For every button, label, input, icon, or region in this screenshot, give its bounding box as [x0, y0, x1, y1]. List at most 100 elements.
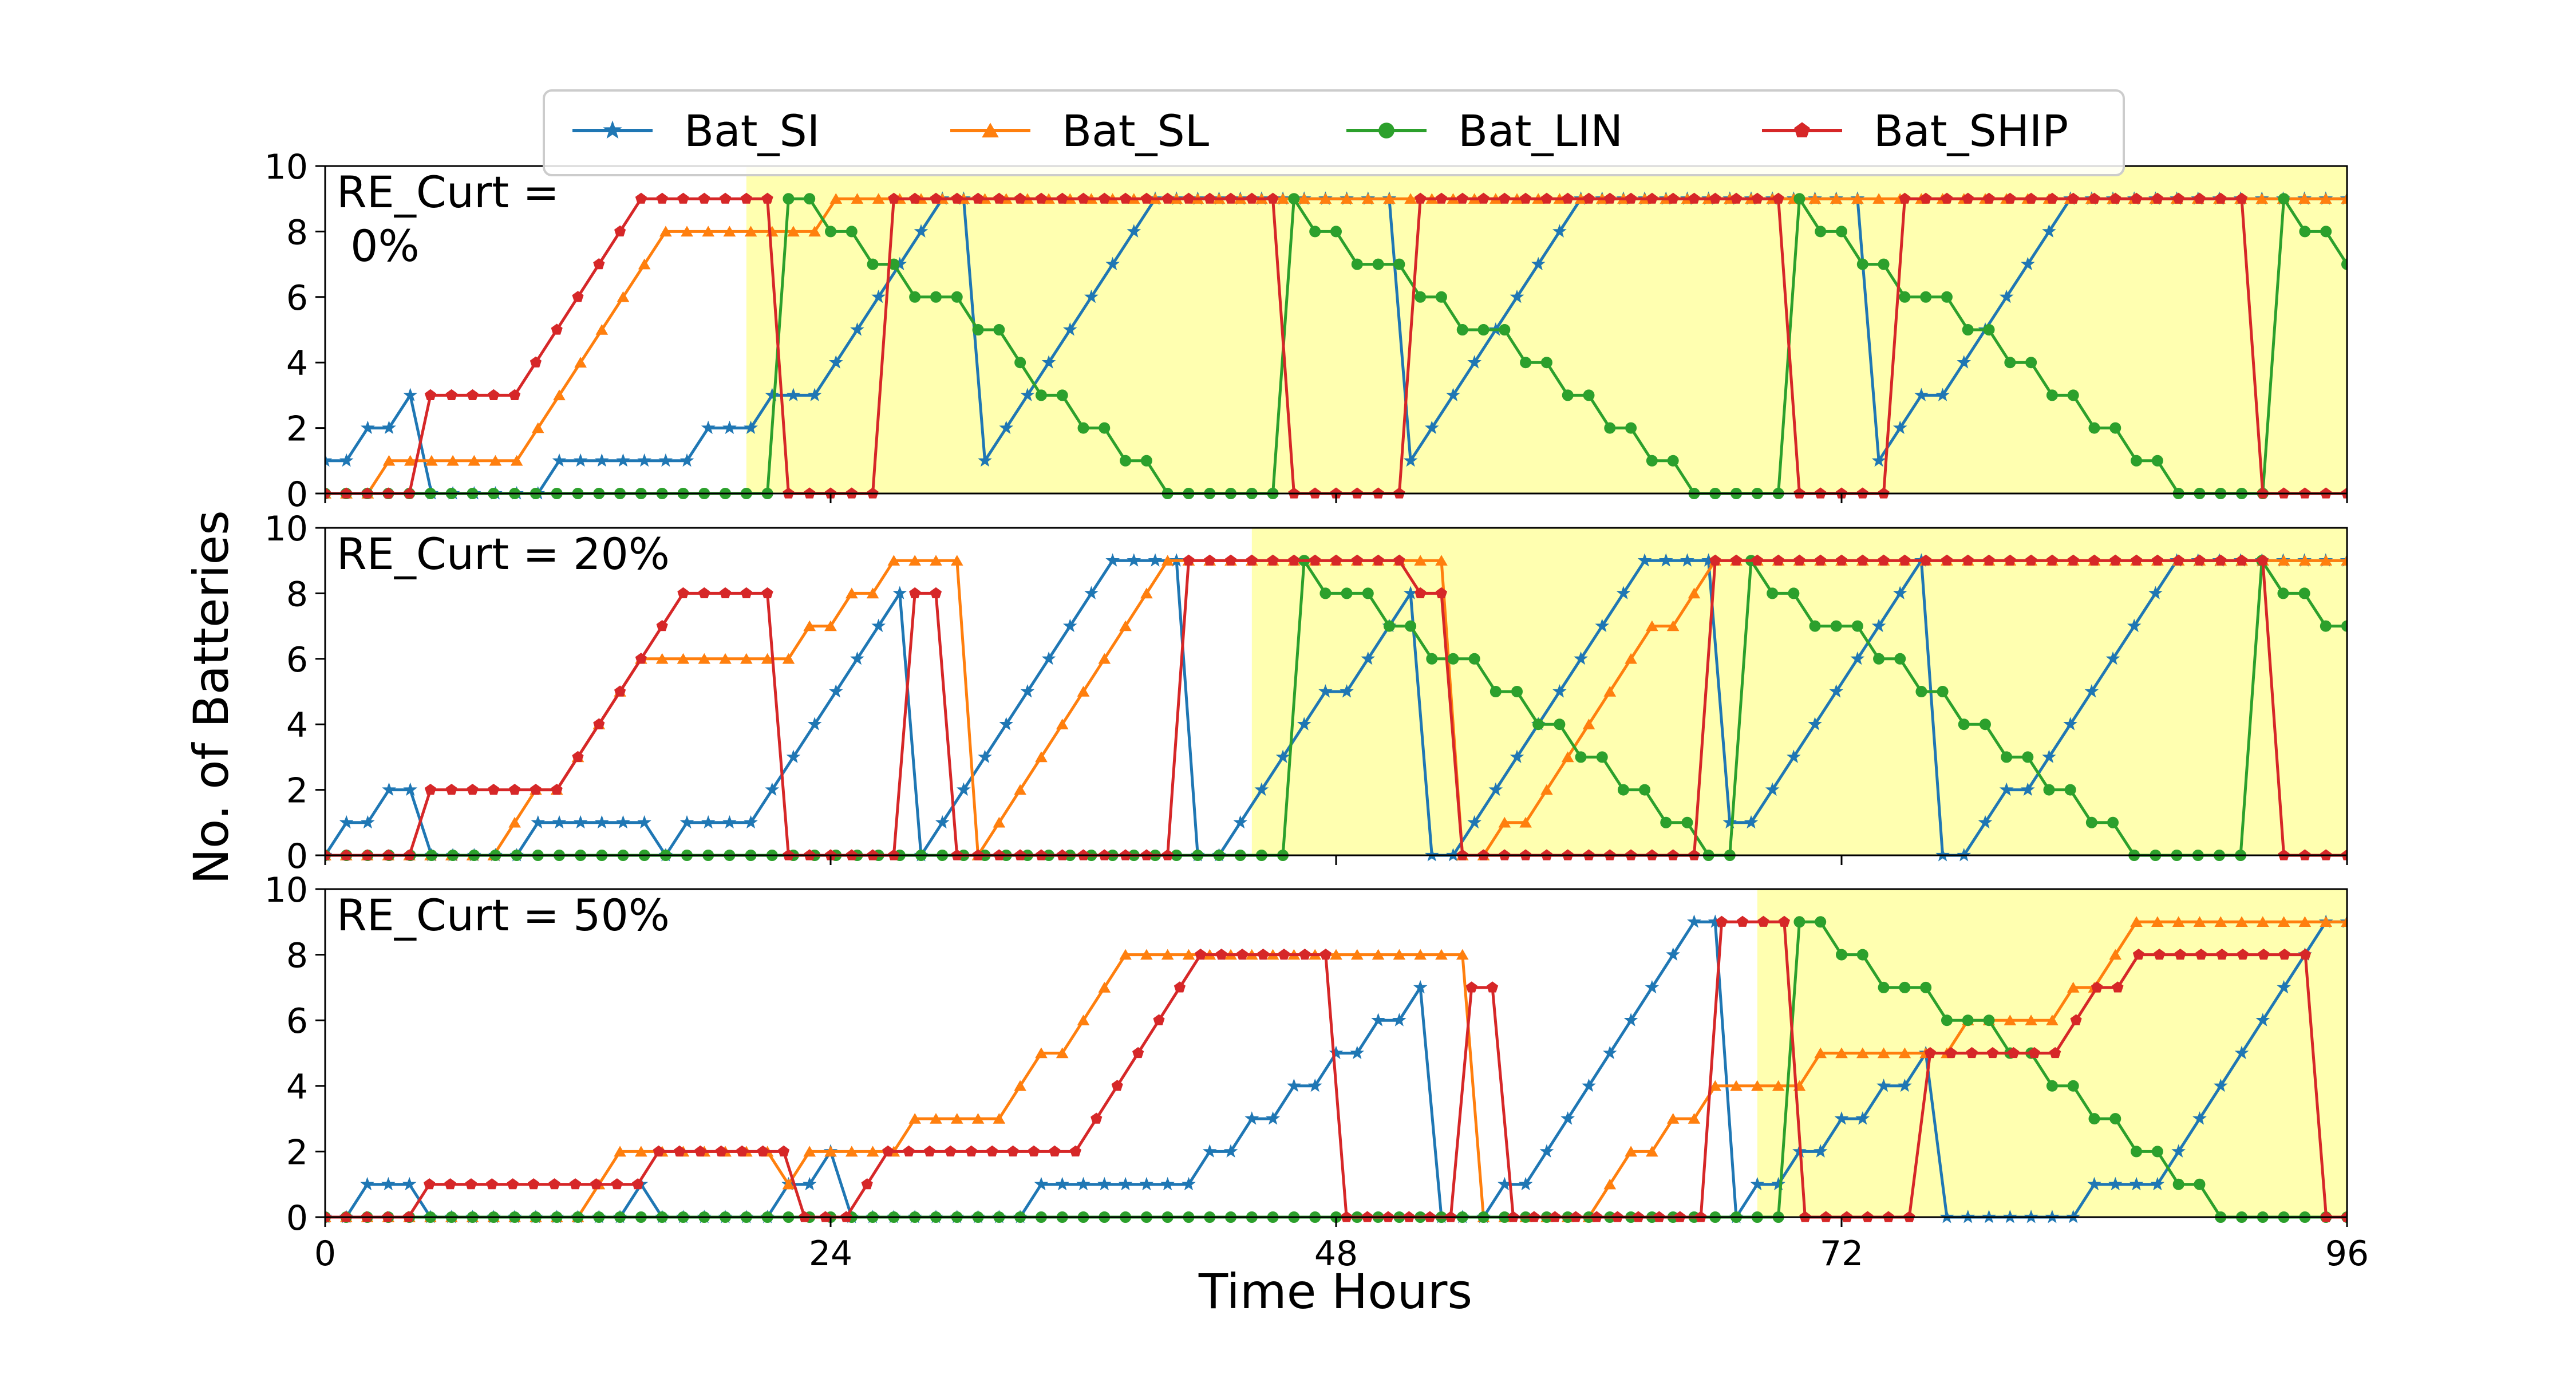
- data-point-Bat_SI: [1361, 651, 1376, 665]
- y-tick-label: 4: [286, 1067, 308, 1107]
- data-point-Bat_SI: [829, 355, 843, 369]
- data-point-Bat_LIN: [1447, 653, 1459, 665]
- y-tick-label: 0: [286, 836, 308, 876]
- legend-marker: [1378, 123, 1394, 139]
- data-point-Bat_SHIP: [1751, 192, 1763, 204]
- data-point-Bat_SHIP: [1183, 192, 1195, 204]
- data-point-Bat_LIN: [1894, 653, 1906, 665]
- data-point-Bat_LIN: [2067, 1080, 2079, 1092]
- data-point-Bat_LIN: [1099, 422, 1111, 434]
- data-point-Bat_SHIP: [1962, 554, 1974, 566]
- data-point-Bat_SHIP: [930, 587, 942, 598]
- data-point-Bat_SI: [1871, 453, 1886, 467]
- data-point-Bat_SI: [1518, 1176, 1533, 1191]
- data-point-Bat_SI: [381, 1176, 396, 1191]
- data-point-Bat_SL: [655, 653, 669, 664]
- data-point-Bat_SI: [807, 717, 822, 731]
- data-point-Bat_SHIP: [965, 1145, 977, 1156]
- data-point-Bat_SI: [573, 453, 588, 467]
- data-point-Bat_SI: [1834, 1111, 1849, 1125]
- data-point-Bat_LIN: [930, 291, 942, 303]
- data-point-Bat_SI: [616, 453, 630, 467]
- data-point-Bat_SHIP: [2154, 948, 2166, 960]
- data-point-Bat_SL: [1056, 1047, 1069, 1059]
- data-point-Bat_LIN: [2341, 620, 2347, 632]
- data-point-Bat_SL: [2257, 916, 2269, 927]
- data-point-Bat_SHIP: [2004, 554, 2016, 566]
- data-point-Bat_LIN: [1511, 686, 1523, 697]
- data-point-Bat_SI: [1897, 1078, 1912, 1092]
- data-point-Bat_LIN: [1309, 226, 1321, 238]
- data-point-Bat_SL: [1182, 949, 1195, 960]
- data-point-Bat_SL: [1772, 1080, 1785, 1091]
- data-point-Bat_SL: [950, 555, 963, 566]
- data-point-Bat_SI: [531, 815, 546, 829]
- data-point-Bat_SI: [1488, 782, 1503, 796]
- data-point-Bat_SHIP: [635, 653, 647, 664]
- data-point-Bat_LIN: [1583, 389, 1595, 401]
- data-point-Bat_SHIP: [2216, 948, 2228, 960]
- y-tick-label: 10: [264, 147, 308, 187]
- data-point-Bat_SL: [1646, 1146, 1658, 1157]
- data-point-Bat_SI: [1893, 420, 1907, 435]
- data-point-Bat_LIN: [993, 324, 1005, 335]
- data-point-Bat_SHIP: [614, 225, 626, 236]
- data-point-Bat_SI: [1127, 553, 1141, 567]
- data-point-Bat_LIN: [1319, 587, 1332, 599]
- data-point-Bat_SL: [744, 226, 757, 237]
- data-point-Bat_SI: [2277, 980, 2291, 994]
- data-point-Bat_SI: [1560, 1111, 1575, 1125]
- data-point-Bat_SHIP: [1299, 948, 1311, 960]
- legend-label: Bat_LIN: [1458, 105, 1623, 156]
- data-point-Bat_SHIP: [698, 192, 710, 204]
- data-point-Bat_SI: [1771, 1176, 1786, 1191]
- data-point-Bat_LIN: [1426, 653, 1438, 665]
- data-point-Bat_SHIP: [1899, 554, 1911, 566]
- data-point-Bat_SHIP: [2112, 981, 2124, 993]
- data-point-Bat_SI: [1855, 1111, 1870, 1125]
- data-point-Bat_SHIP: [509, 783, 521, 795]
- data-point-Bat_SL: [1119, 620, 1132, 631]
- data-point-Bat_SL: [425, 455, 438, 466]
- data-point-Bat_SHIP: [1120, 192, 1132, 204]
- data-point-Bat_SL: [1161, 555, 1174, 566]
- data-point-Bat_SHIP: [1246, 554, 1258, 566]
- data-point-Bat_SI: [1510, 289, 1524, 303]
- data-point-Bat_SI: [1105, 553, 1120, 567]
- legend-label: Bat_SL: [1062, 105, 1209, 156]
- data-point-Bat_SI: [744, 815, 758, 829]
- legend-marker: [1794, 122, 1810, 137]
- data-point-Bat_LIN: [1856, 258, 1868, 270]
- data-point-Bat_SI: [1160, 1176, 1175, 1191]
- highlight-region: [1251, 528, 2347, 855]
- data-point-Bat_SL: [574, 357, 587, 368]
- data-point-Bat_SL: [2298, 916, 2312, 927]
- data-point-Bat_LIN: [1878, 258, 1890, 270]
- data-point-Bat_SL: [1372, 949, 1385, 960]
- legend-item-Bat_SHIP: Bat_SHIP: [1762, 105, 2068, 156]
- data-point-Bat_LIN: [2298, 587, 2310, 599]
- data-point-Bat_LIN: [1604, 422, 1616, 434]
- legend-items: Bat_SI Bat_SL Bat_LIN Bat_SHIP: [572, 105, 2068, 156]
- data-point-Bat_SI: [1127, 224, 1141, 238]
- data-point-Bat_SI: [1084, 289, 1099, 303]
- data-point-Bat_SI: [1914, 388, 1929, 401]
- data-point-Bat_LIN: [1920, 291, 1932, 303]
- data-point-Bat_SL: [1688, 1113, 1701, 1124]
- data-point-Bat_SHIP: [656, 192, 668, 204]
- data-point-Bat_SL: [993, 816, 1006, 828]
- data-point-Bat_SI: [1539, 1144, 1554, 1158]
- panel-label: RE_Curt = 50%: [337, 890, 670, 941]
- data-point-Bat_SL: [1625, 1146, 1637, 1157]
- data-point-Bat_SHIP: [1688, 192, 1700, 204]
- data-point-Bat_LIN: [1415, 291, 1427, 303]
- data-point-Bat_SI: [1744, 815, 1759, 829]
- data-point-Bat_LIN: [1920, 981, 1932, 993]
- data-point-Bat_SL: [719, 653, 732, 664]
- data-point-Bat_SL: [1350, 949, 1364, 960]
- data-point-Bat_SI: [594, 453, 609, 467]
- data-point-Bat_SI: [679, 453, 694, 467]
- data-point-Bat_SI: [552, 453, 567, 467]
- x-tick-label: 0: [314, 1234, 336, 1274]
- data-point-Bat_SL: [1519, 816, 1532, 828]
